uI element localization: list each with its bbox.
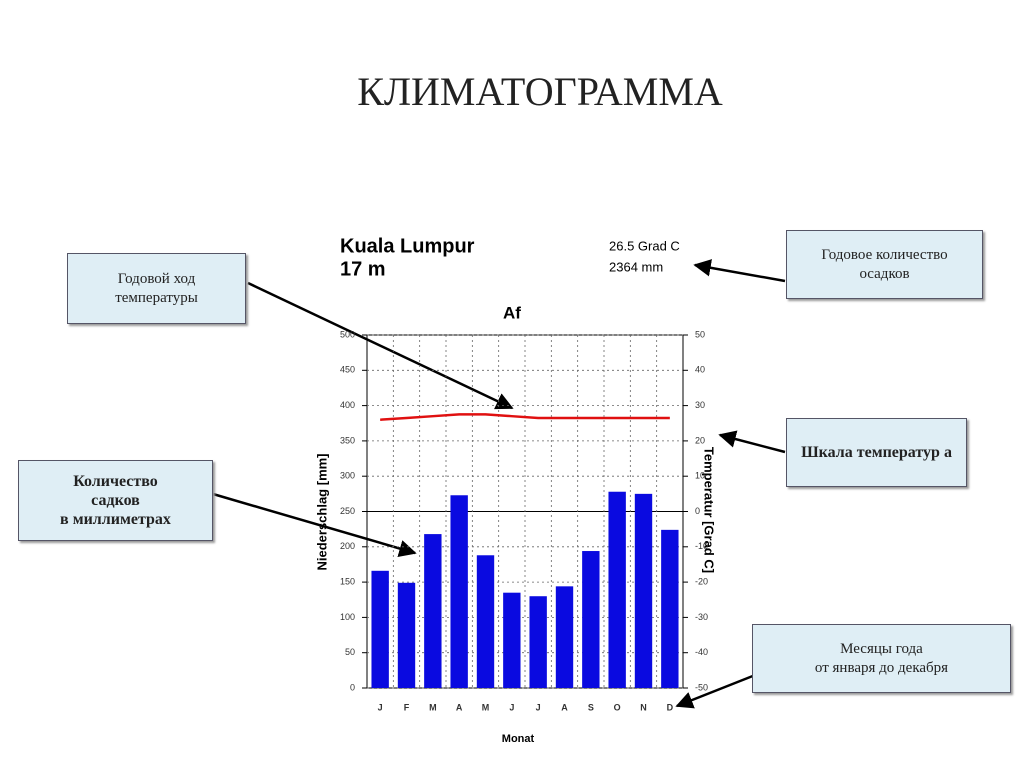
callout: Годовой ход температуры	[67, 253, 246, 324]
y-tick-label: 350	[340, 435, 355, 445]
callout-line: Количество	[73, 473, 158, 490]
bar	[397, 582, 416, 688]
bar	[608, 491, 626, 688]
x-tick-label: F	[404, 702, 410, 712]
y-tick-label: 300	[340, 471, 355, 481]
x-tick-label: M	[429, 702, 437, 712]
x-tick-label: D	[667, 702, 674, 712]
x-tick-label: J	[536, 702, 541, 712]
y-tick-label: 400	[340, 400, 355, 410]
annual-precipitation: 2364 mm	[609, 259, 663, 274]
y-tick-label: 50	[345, 647, 355, 657]
bar	[371, 570, 389, 688]
chart-title: Af	[503, 303, 521, 322]
y2-tick-label: 30	[695, 400, 705, 410]
bar	[582, 551, 600, 688]
y2-tick-label: -50	[695, 682, 708, 692]
x-tick-label: M	[482, 702, 490, 712]
callout-line: в миллиметрах	[60, 511, 171, 528]
y2-tick-label: 40	[695, 365, 705, 375]
y2-axis-label: Temperatur [Grad C]	[702, 447, 717, 573]
y2-tick-label: -20	[695, 576, 708, 586]
x-tick-label: N	[640, 702, 647, 712]
callout-line: садков	[91, 492, 140, 509]
bar	[503, 592, 521, 688]
elevation: 17 m	[340, 258, 386, 280]
y2-tick-label: -10	[695, 541, 708, 551]
callout-line: Годовой ход	[117, 270, 196, 287]
y-tick-label: 100	[340, 612, 355, 622]
y-tick-label: 0	[350, 682, 355, 692]
mean-temperature: 26.5 Grad C	[609, 238, 680, 253]
bar	[634, 493, 653, 688]
y2-tick-label: 50	[695, 329, 705, 339]
bar	[476, 555, 495, 688]
bar	[450, 495, 468, 688]
bar	[661, 529, 679, 688]
callout: Шкала температур а	[786, 418, 967, 487]
station: Kuala Lumpur	[340, 235, 475, 257]
callout: Количество садков в миллиметрах	[18, 460, 213, 541]
y-tick-label: 500	[340, 329, 355, 339]
y-tick-label: 250	[340, 506, 355, 516]
y-tick-label: 450	[340, 365, 355, 375]
y2-tick-label: -30	[695, 612, 708, 622]
x-tick-label: S	[588, 702, 594, 712]
callout-line: Шкала температур а	[801, 444, 952, 461]
y-tick-label: 200	[340, 541, 355, 551]
temperature-line	[380, 413, 670, 421]
y2-tick-label: 10	[695, 471, 705, 481]
callout: Месяцы года от января до декабря	[752, 624, 1011, 693]
x-axis-label: Monat	[502, 733, 535, 745]
y2-tick-label: 20	[695, 435, 705, 445]
callout-line: от января до декабря	[814, 659, 949, 676]
y2-tick-label: -40	[695, 647, 708, 657]
callout-line: Месяцы года	[840, 640, 923, 657]
callout-line: Годовое количество	[821, 246, 948, 263]
y-tick-label: 150	[340, 576, 355, 586]
bar	[424, 534, 442, 688]
x-tick-label: J	[378, 702, 383, 712]
bar	[555, 586, 574, 688]
callout-line: осадков	[859, 265, 910, 282]
x-tick-label: O	[614, 702, 621, 712]
y-axis-label: Niederschlag [mm]	[314, 453, 329, 570]
x-tick-label: A	[456, 702, 463, 712]
slide-title: КЛИМАТОГРАММА	[357, 69, 723, 114]
x-tick-label: A	[561, 702, 568, 712]
callout: Годовое количество осадков	[786, 230, 983, 299]
callout-line: температуры	[115, 289, 198, 306]
x-tick-label: J	[509, 702, 514, 712]
y2-tick-label: 0	[695, 506, 700, 516]
bar	[529, 596, 547, 688]
